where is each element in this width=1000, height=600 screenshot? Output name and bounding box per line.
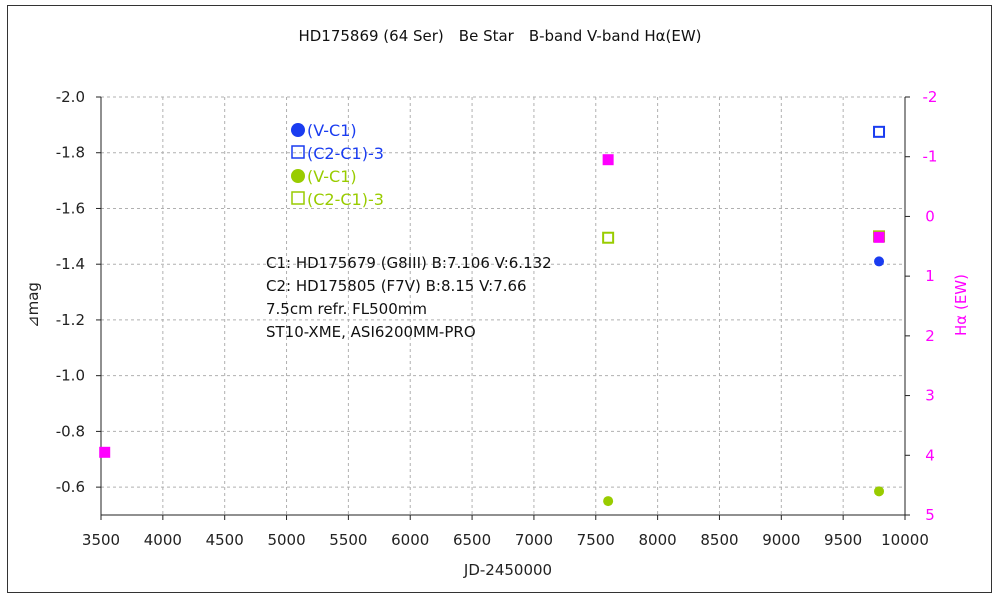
x-tick-label: 5500 [329, 531, 367, 549]
ticks-layer: 3500 4000 4500 5000 5500 6000 6500 7000 7500 8000… [56, 88, 938, 549]
y2-tick-label: 4 [925, 446, 935, 464]
y2-tick-label: 1 [925, 267, 935, 285]
x-tick-label: 6000 [391, 531, 429, 549]
y2-tick-label: -2 [923, 88, 938, 106]
notes-block: C1: HD175679 (G8III) B:7.106 V:6.132 C2:… [266, 254, 552, 341]
points-layer [99, 125, 886, 507]
legend-marker-c2-c1-green [291, 191, 305, 205]
data-point-filled-square-series-4 [873, 231, 885, 243]
data-point-circle-series-0 [874, 256, 885, 267]
data-point-circle-series-2 [874, 486, 885, 497]
legend-label-v-c1-blue: (V-C1) [307, 121, 357, 140]
y2-tick-label: 5 [925, 506, 935, 524]
legend-marker-c2-c1-blue [291, 145, 305, 159]
note-c2: C2: HD175805 (F7V) B:8.15 V:7.66 [266, 277, 527, 295]
x-tick-label: 10000 [881, 531, 929, 549]
y2-tick-label: 3 [925, 387, 935, 405]
y-tick-label: -1.0 [56, 367, 85, 385]
x-tick-label: 7500 [577, 531, 615, 549]
y-tick-label: -1.6 [56, 199, 85, 217]
x-tick-label: 8500 [700, 531, 738, 549]
y-tick-label: -0.6 [56, 478, 85, 496]
y-tick-label: -1.2 [56, 311, 85, 329]
note-c1: C1: HD175679 (G8III) B:7.106 V:6.132 [266, 254, 552, 272]
data-point-filled-square-series-4 [99, 446, 111, 458]
x-tick-label: 3500 [82, 531, 120, 549]
note-camera: ST10-XME, ASI6200MM-PRO [266, 323, 476, 341]
y-tick-label: -0.8 [56, 422, 85, 440]
data-point-open-square-series-3 [602, 231, 615, 244]
grid-layer [101, 96, 905, 515]
axes-layer [96, 96, 910, 520]
y2-tick-label: -1 [923, 148, 938, 166]
y-tick-label: -1.8 [56, 144, 85, 162]
legend-label-c2-c1-green: (C2-C1)-3 [307, 190, 384, 209]
x-tick-label: 9000 [762, 531, 800, 549]
legend-marker-v-c1-green [291, 169, 305, 183]
legend-marker-v-c1-blue [291, 123, 305, 137]
legend-label-v-c1-green: (V-C1) [307, 167, 357, 186]
y2-tick-label: 2 [925, 327, 935, 345]
chart-title: HD175869 (64 Ser) Be Star B-band V-band … [298, 27, 701, 45]
data-point-open-square-series-1 [873, 125, 886, 138]
data-point-filled-square-series-4 [602, 154, 614, 166]
legend-label-c2-c1-blue: (C2-C1)-3 [307, 144, 384, 163]
x-tick-label: 7000 [515, 531, 553, 549]
x-tick-label: 6500 [453, 531, 491, 549]
y2-tick-label: 0 [925, 207, 935, 225]
chart-frame [7, 5, 992, 593]
y-tick-label: -1.4 [56, 255, 85, 273]
x-tick-label: 5000 [267, 531, 305, 549]
x-tick-label: 8000 [639, 531, 677, 549]
legend: (V-C1) (C2-C1)-3 (V-C1) (C2-C1)-3 [291, 121, 384, 209]
x-tick-label: 4000 [144, 531, 182, 549]
x-axis-title: JD-2450000 [463, 561, 552, 579]
x-tick-label: 9500 [824, 531, 862, 549]
x-tick-label: 4500 [206, 531, 244, 549]
y-axis-title: ⊿mag [24, 282, 42, 328]
note-telescope: 7.5cm refr. FL500mm [266, 300, 427, 318]
y2-axis-title: Hα (EW) [952, 274, 970, 336]
y-tick-label: -2.0 [56, 88, 85, 106]
data-point-circle-series-2 [603, 496, 614, 507]
